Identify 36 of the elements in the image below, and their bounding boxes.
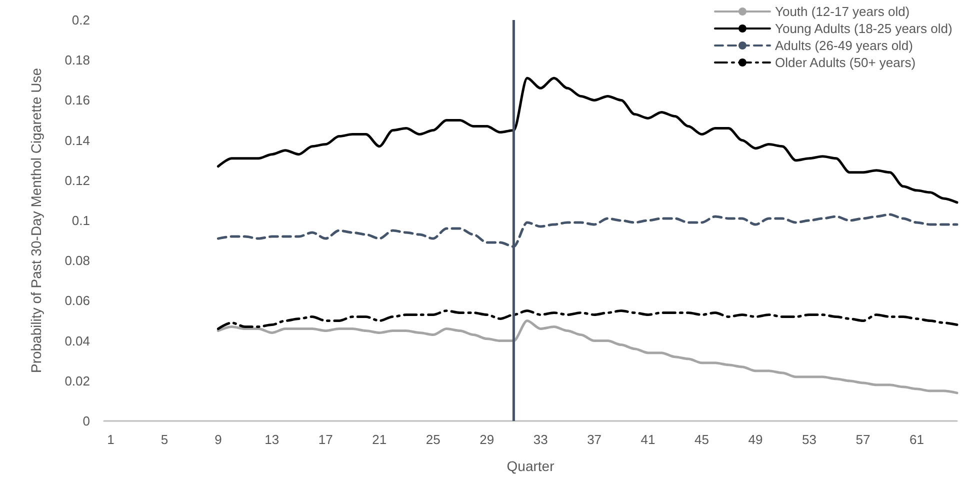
y-tick-label: 0.18 [64,52,90,68]
x-axis-title: Quarter [506,458,555,474]
x-tick-label: 61 [909,432,924,447]
y-tick-label: 0.1 [72,213,90,228]
y-tick-label: 0.14 [64,132,90,148]
legend-label: Older Adults (50+ years) [774,55,916,70]
x-tick-label: 17 [318,432,333,447]
x-tick-label: 49 [748,432,763,447]
x-tick-label: 5 [160,432,168,447]
x-tick-label: 1 [107,432,114,447]
x-tick-label: 45 [694,432,710,447]
x-tick-label: 29 [480,432,494,447]
x-tick-label: 9 [214,432,222,447]
x-tick-label: 37 [587,432,602,447]
legend-label: Adults (26-49 years old) [774,38,913,53]
x-tick-label: 21 [372,432,387,447]
y-tick-label: 0.2 [72,12,90,28]
y-tick-label: 0.06 [64,293,90,308]
x-tick-label: 25 [426,432,440,447]
line-series [216,76,958,204]
y-tick-label: 0.12 [64,172,90,188]
line-series [216,309,958,330]
legend-label: Young Adults (18-25 years old) [774,21,952,36]
y-tick-label: 0.02 [64,373,90,388]
x-tick-label: 33 [533,432,548,447]
x-tick-label: 41 [640,432,656,447]
y-axis-title: Probability of Past 30-Day Menthol Cigarette Use [28,68,44,374]
x-tick-label: 13 [264,432,280,447]
y-tick-label: 0.04 [64,333,90,348]
line-series [216,320,958,394]
y-tick-label: 0.16 [64,92,90,108]
x-tick-label: 53 [802,432,816,447]
y-tick-label: 0.08 [64,253,90,268]
x-tick-label: 57 [856,432,870,447]
legend-label: Youth (12-17 years old) [774,4,910,19]
y-tick-label: 0 [82,414,90,428]
